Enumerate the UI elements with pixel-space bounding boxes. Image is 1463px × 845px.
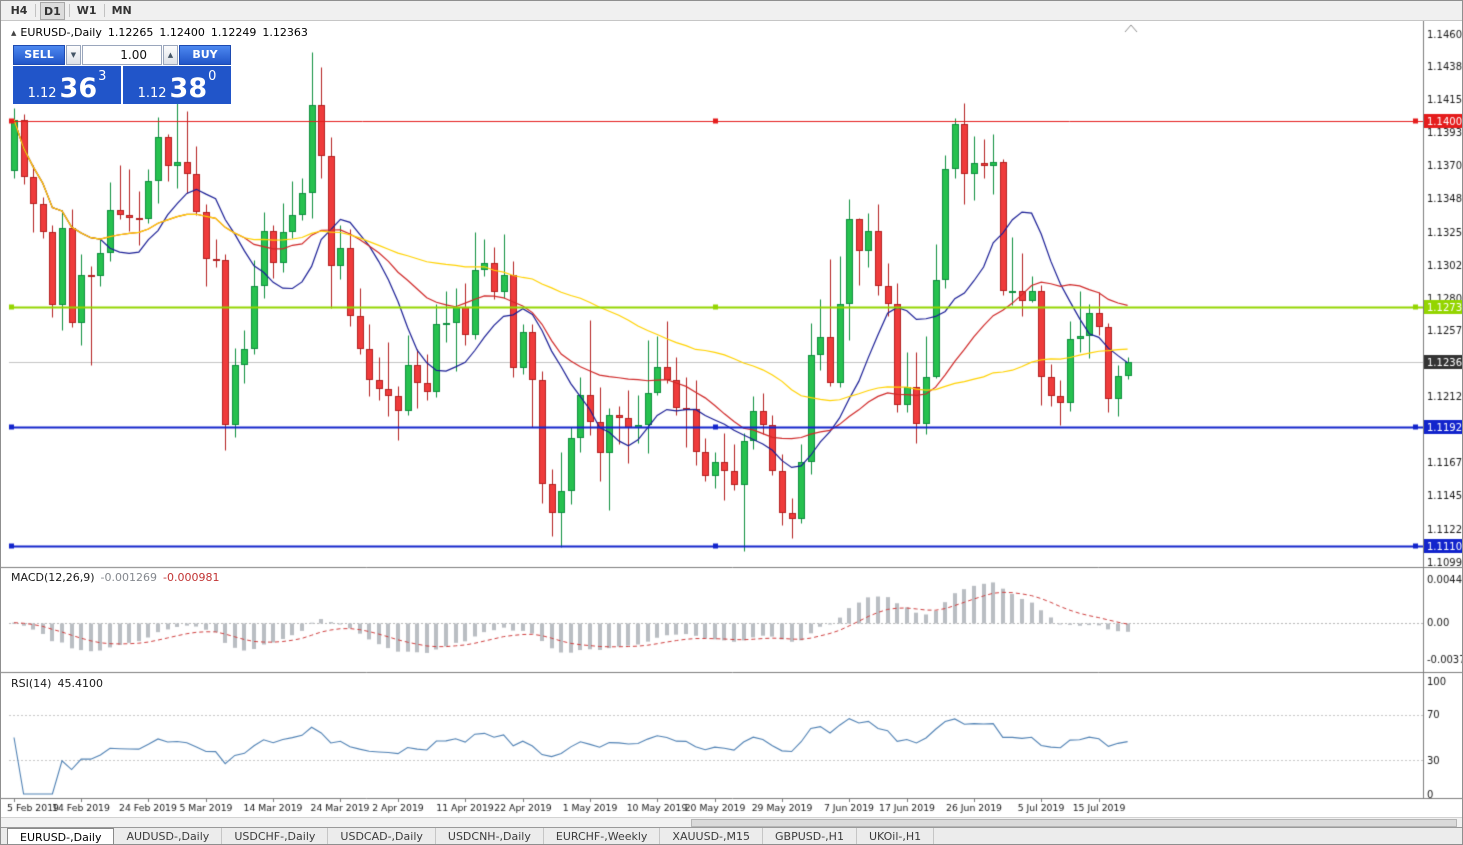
sell-button[interactable]: SELL (13, 45, 65, 65)
one-click-trade-panel: SELL ▼ ▲ BUY 1.12 36 3 1.12 38 0 (13, 45, 231, 104)
symbol-tab[interactable]: USDCNH-,Daily (436, 828, 544, 844)
trade-panel-prices: 1.12 36 3 1.12 38 0 (13, 66, 231, 104)
buy-price-display[interactable]: 1.12 38 0 (123, 66, 231, 104)
macd-name: MACD(12,26,9) (11, 571, 95, 584)
symbol-tab[interactable]: GBPUSD-,H1 (763, 828, 857, 844)
sell-price-display[interactable]: 1.12 36 3 (13, 66, 121, 104)
chevron-down-icon: ▼ (70, 51, 77, 59)
symbol-tabs-bar: EURUSD-,Daily AUDUSD-,Daily USDCHF-,Daily U… (1, 827, 1462, 844)
timeframe-toolbar: H4 D1 W1 MN (1, 1, 1462, 21)
symbol-tab[interactable]: AUDUSD-,Daily (114, 828, 223, 844)
timeframe-button-h4[interactable]: H4 (10, 3, 28, 17)
symbol-tab[interactable]: XAUUSD-,M15 (660, 828, 763, 844)
rsi-panel-label: RSI(14) 45.4100 (11, 677, 103, 690)
macd-signal-value: -0.000981 (163, 571, 220, 584)
rsi-value: 45.4100 (57, 677, 103, 690)
chart-h-scrollbar (1, 817, 1462, 827)
symbol-tab[interactable]: UKOil-,H1 (857, 828, 935, 844)
timeframe-button-w1[interactable]: W1 (76, 3, 97, 17)
volume-input[interactable] (82, 45, 162, 65)
ohlc-high: 1.12400 (159, 26, 205, 39)
symbol-tab[interactable]: EURUSD-,Daily (7, 828, 115, 844)
chart-title: ▲ EURUSD-,Daily 1.12265 1.12400 1.12249 … (11, 26, 308, 39)
chevron-up-icon: ▲ (167, 51, 174, 59)
timeframe-button-d1[interactable]: D1 (40, 1, 65, 20)
rsi-name: RSI(14) (11, 677, 52, 690)
sell-price-big: 36 (59, 73, 98, 104)
trade-panel-row: SELL ▼ ▲ BUY (13, 45, 231, 65)
ohlc-low: 1.12249 (210, 26, 257, 39)
toolbar-separator (103, 4, 105, 17)
symbol-tab[interactable]: EURCHF-,Weekly (544, 828, 661, 844)
toolbar-separator (35, 4, 36, 17)
ohlc-close: 1.12363 (262, 26, 308, 39)
macd-main-value: -0.001269 (100, 571, 158, 584)
chart-symbol-label: EURUSD-,Daily (20, 26, 102, 39)
buy-price-big: 38 (169, 73, 208, 104)
toolbar-separator (68, 4, 70, 17)
symbol-tab[interactable]: USDCAD-,Daily (328, 828, 436, 844)
ohlc-open: 1.12265 (107, 26, 154, 39)
sell-price-pip: 3 (98, 69, 107, 84)
volume-up-button[interactable]: ▲ (163, 45, 178, 65)
chart-marker-icon: ▲ (11, 28, 17, 37)
buy-price-pip: 0 (208, 69, 217, 84)
buy-price-small: 1.12 (137, 86, 167, 101)
scrollbar-thumb[interactable] (691, 819, 1457, 827)
sell-price-small: 1.12 (27, 86, 57, 101)
volume-down-button[interactable]: ▼ (66, 45, 81, 65)
symbol-tab[interactable]: USDCHF-,Daily (222, 828, 329, 844)
macd-panel-label: MACD(12,26,9) -0.001269 -0.000981 (11, 571, 219, 584)
buy-button[interactable]: BUY (179, 45, 231, 65)
timeframe-button-mn[interactable]: MN (111, 3, 132, 17)
